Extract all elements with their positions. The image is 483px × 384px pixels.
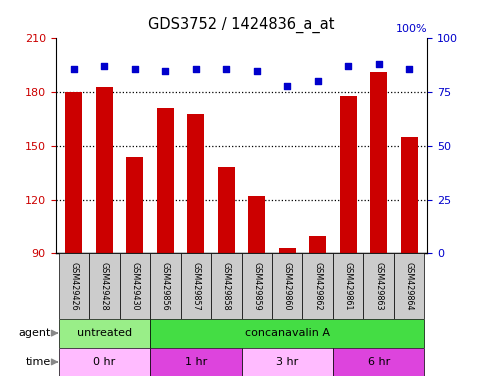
Bar <box>150 319 425 348</box>
Bar <box>58 348 150 376</box>
Bar <box>120 253 150 319</box>
Point <box>344 63 352 70</box>
Bar <box>58 253 89 319</box>
Bar <box>150 253 181 319</box>
Bar <box>340 96 356 253</box>
Point <box>192 65 199 71</box>
Text: 0 hr: 0 hr <box>93 357 115 367</box>
Bar <box>187 114 204 253</box>
Text: ■  count: ■ count <box>0 383 1 384</box>
Bar <box>333 253 363 319</box>
Text: untreated: untreated <box>77 328 132 338</box>
Text: GSM429857: GSM429857 <box>191 262 200 310</box>
Bar <box>242 348 333 376</box>
Bar <box>181 253 211 319</box>
Text: time: time <box>26 357 51 367</box>
Text: ■  percentile rank within the sample: ■ percentile rank within the sample <box>0 383 1 384</box>
Text: 3 hr: 3 hr <box>276 357 298 367</box>
Point <box>70 65 78 71</box>
Text: GDS3752 / 1424836_a_at: GDS3752 / 1424836_a_at <box>148 17 335 33</box>
Text: GSM429430: GSM429430 <box>130 262 139 310</box>
Text: GSM429859: GSM429859 <box>252 262 261 310</box>
Point <box>405 65 413 71</box>
Bar <box>242 253 272 319</box>
Text: 6 hr: 6 hr <box>368 357 390 367</box>
Bar <box>211 253 242 319</box>
Text: GSM429860: GSM429860 <box>283 262 292 310</box>
Bar <box>302 253 333 319</box>
Point <box>131 65 139 71</box>
Text: GSM429428: GSM429428 <box>100 262 109 310</box>
Bar <box>394 253 425 319</box>
Point <box>100 63 108 70</box>
Text: GSM429861: GSM429861 <box>344 262 353 310</box>
Bar <box>363 253 394 319</box>
Point <box>314 78 322 84</box>
Bar <box>89 253 120 319</box>
Text: GSM429862: GSM429862 <box>313 262 322 310</box>
Bar <box>58 319 150 348</box>
Bar <box>150 348 242 376</box>
Bar <box>66 92 82 253</box>
Point <box>161 68 169 74</box>
Text: GSM429426: GSM429426 <box>70 262 78 310</box>
Text: 1 hr: 1 hr <box>185 357 207 367</box>
Text: GSM429863: GSM429863 <box>374 262 383 310</box>
Text: agent: agent <box>18 328 51 338</box>
Point <box>375 61 383 67</box>
Bar <box>370 73 387 253</box>
Bar <box>272 253 302 319</box>
Text: GSM429856: GSM429856 <box>161 262 170 310</box>
Text: 100%: 100% <box>396 24 427 34</box>
Bar <box>309 235 326 253</box>
Text: GSM429864: GSM429864 <box>405 262 413 310</box>
Bar <box>157 108 174 253</box>
Bar <box>401 137 417 253</box>
Text: GSM429858: GSM429858 <box>222 262 231 310</box>
Point <box>253 68 261 74</box>
Bar <box>248 196 265 253</box>
Bar <box>96 87 113 253</box>
Bar <box>279 248 296 253</box>
Text: concanavalin A: concanavalin A <box>245 328 330 338</box>
Bar <box>333 348 425 376</box>
Bar <box>218 167 235 253</box>
Bar <box>127 157 143 253</box>
Point <box>284 83 291 89</box>
Point <box>222 65 230 71</box>
